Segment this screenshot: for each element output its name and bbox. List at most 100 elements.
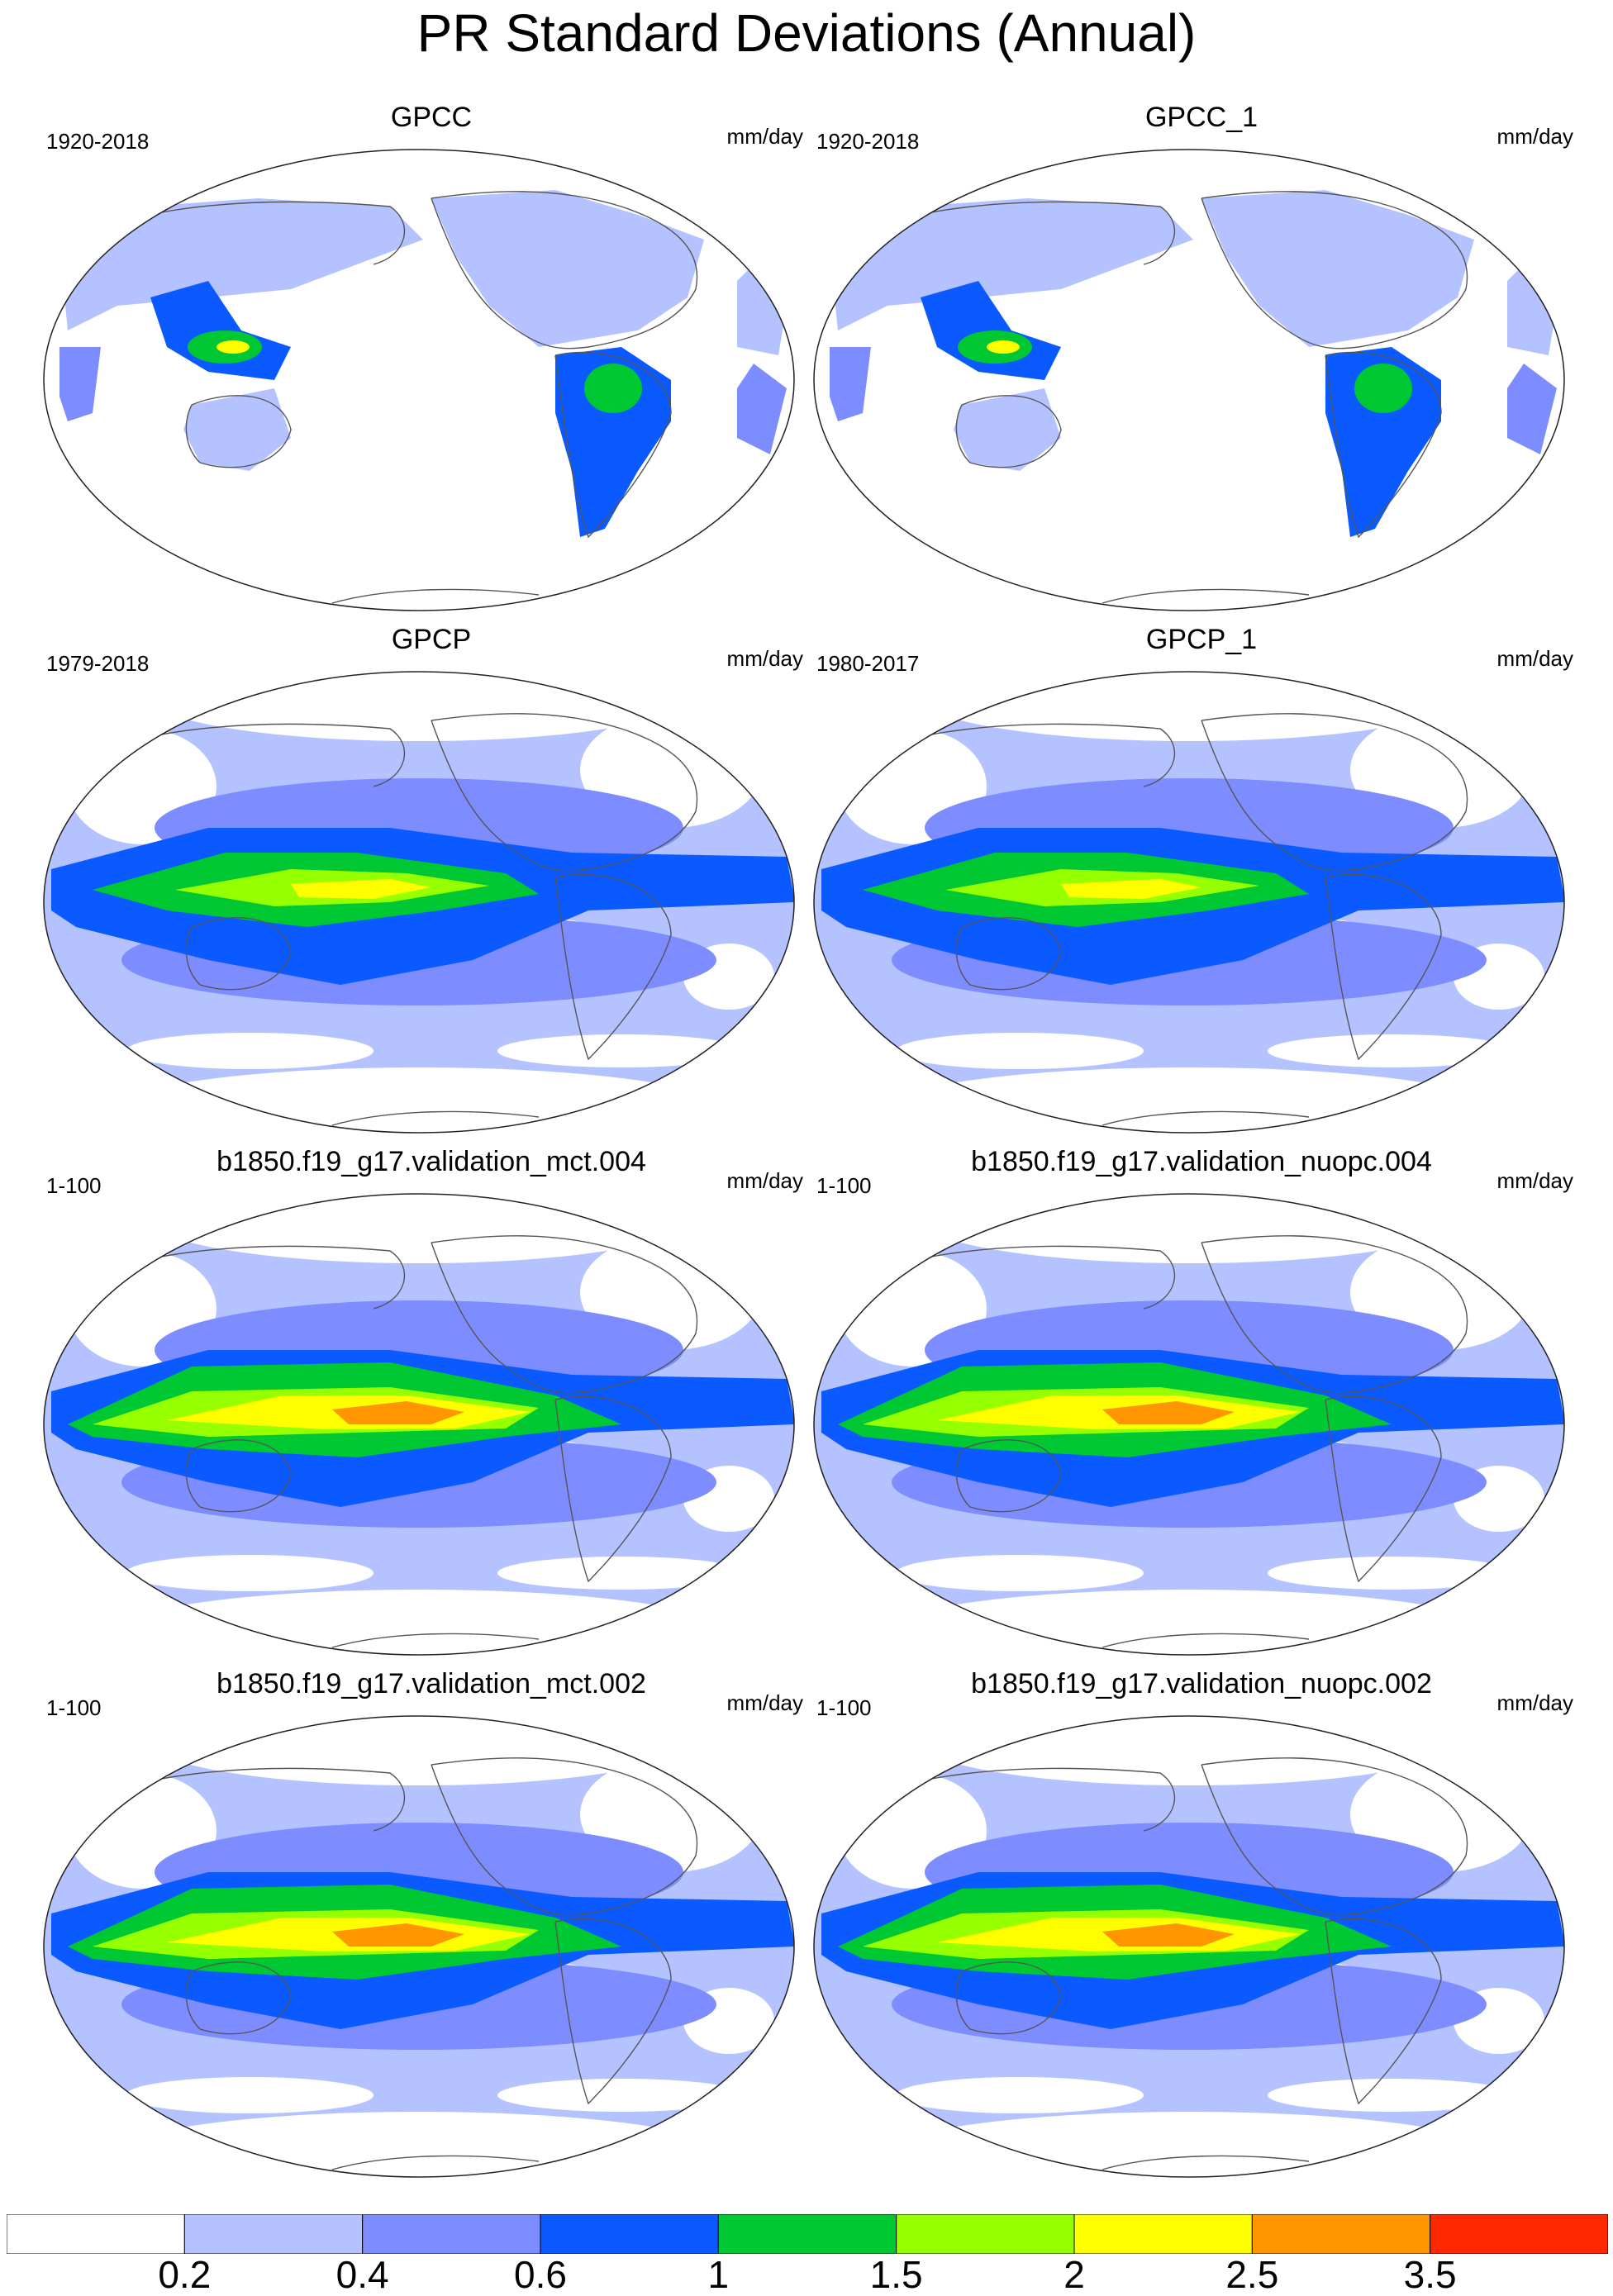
coastline-north-america xyxy=(431,1757,698,1916)
colorbar xyxy=(7,2214,1608,2254)
map-outline xyxy=(43,1715,795,2178)
panel-title: b1850.f19_g17.validation_mct.004 xyxy=(216,1146,646,1177)
map-fill xyxy=(44,1194,794,1655)
map-outline xyxy=(43,149,795,611)
shade-maritime xyxy=(216,340,250,354)
panel-title: GPCP_1 xyxy=(1145,624,1258,655)
shade-southern-ocean xyxy=(896,1555,1144,1591)
panel-title: GPCC xyxy=(390,102,473,133)
coastline-north-america xyxy=(1201,191,1468,349)
panel-years: 1920-2018 xyxy=(816,129,920,154)
shade-southern-ocean xyxy=(126,2077,374,2113)
map-fill xyxy=(44,150,794,611)
shade-africa xyxy=(830,347,871,421)
panel-title: GPCP xyxy=(391,624,472,655)
shade-australia xyxy=(183,388,291,471)
coastline-south-america xyxy=(554,873,672,1061)
coastline-south-america xyxy=(554,351,672,539)
map-panel: GPCC_1 1920-2018 mm/day xyxy=(813,99,1590,611)
panel-years: 1-100 xyxy=(46,1695,102,1720)
shade-southern-ocean xyxy=(497,1557,745,1590)
colorbar-swatch xyxy=(1430,2214,1608,2254)
panel-title: b1850.f19_g17.validation_nuopc.004 xyxy=(971,1146,1432,1177)
map-outline xyxy=(813,671,1565,1134)
coastline-australia xyxy=(955,917,1062,991)
shade-amazon xyxy=(584,364,642,413)
shade-southern-ocean xyxy=(126,1033,374,1069)
coastline-south-america xyxy=(1325,351,1442,539)
coastline-north-america xyxy=(1201,1235,1468,1394)
panel-title: b1850.f19_g17.validation_nuopc.002 xyxy=(971,1668,1432,1699)
map-panel: b1850.f19_g17.validation_mct.004 1-100 mm/… xyxy=(43,1143,820,1656)
map-panel: b1850.f19_g17.validation_nuopc.002 1-100 m… xyxy=(813,1666,1590,2178)
coastline-antarctica xyxy=(1102,2155,1310,2170)
shade-south-america xyxy=(555,347,671,537)
panel-years: 1979-2018 xyxy=(46,651,150,676)
map-projection xyxy=(813,671,1565,1134)
shade-southern-ocean xyxy=(497,1034,745,1067)
panel-title: GPCC_1 xyxy=(1144,102,1259,133)
coastline-antarctica xyxy=(1102,1633,1310,1648)
shade-south-america xyxy=(1325,347,1441,537)
colorbar-swatch xyxy=(7,2214,185,2254)
colorbar-label: 0.2 xyxy=(158,2253,212,2296)
map-projection xyxy=(813,1715,1565,2178)
panel-years: 1-100 xyxy=(46,1173,102,1198)
map-panel: b1850.f19_g17.validation_mct.002 1-100 mm/… xyxy=(43,1666,820,2178)
map-projection xyxy=(43,1715,795,2178)
coastline-north-america xyxy=(431,191,698,349)
colorbar-label: 2 xyxy=(1063,2253,1085,2296)
colorbar-labels: 0.2 0.4 0.6 1 1.5 2 2.5 3.5 xyxy=(7,2254,1608,2294)
shade-north-america xyxy=(431,190,704,347)
colorbar-swatch xyxy=(896,2214,1075,2254)
map-outline xyxy=(43,671,795,1134)
panel-units: mm/day xyxy=(726,1168,803,1193)
map-outline xyxy=(813,1193,1565,1656)
colorbar-label: 0.6 xyxy=(514,2253,567,2296)
coastline-north-america xyxy=(431,713,698,872)
map-panel: GPCC 1920-2018 mm/day xyxy=(43,99,820,611)
coastline-north-america xyxy=(431,1235,698,1394)
colorbar-swatch xyxy=(1251,2214,1431,2254)
map-panel: GPCP_1 1980-2017 mm/day xyxy=(813,621,1590,1134)
map-outline xyxy=(813,149,1565,611)
panel-years: 1-100 xyxy=(816,1173,872,1198)
shade-maritime xyxy=(987,340,1020,354)
shade-southern-ocean xyxy=(1268,1557,1515,1590)
colorbar-swatch xyxy=(183,2214,364,2254)
coastline-australia xyxy=(955,1439,1062,1513)
panel-units: mm/day xyxy=(726,1690,803,1715)
map-projection xyxy=(43,1193,795,1656)
shade-convection xyxy=(291,879,431,899)
colorbar-swatch xyxy=(362,2214,541,2254)
shade-southern-ocean xyxy=(126,1555,374,1591)
panel-units: mm/day xyxy=(1496,124,1573,149)
map-fill xyxy=(44,672,794,1133)
coastline-antarctica xyxy=(331,2155,540,2170)
colorbar-label: 3.5 xyxy=(1403,2253,1457,2296)
coastline-south-america xyxy=(1325,873,1442,1061)
shade-southern-ocean xyxy=(896,2077,1144,2113)
coastline-south-america xyxy=(1325,1395,1442,1583)
coastline-south-america xyxy=(554,1918,672,2105)
shade-australia xyxy=(954,388,1061,471)
coastline-north-america xyxy=(1201,713,1468,872)
colorbar-swatch xyxy=(717,2214,897,2254)
coastline-australia xyxy=(185,395,292,468)
colorbar-swatch xyxy=(1073,2214,1253,2254)
colorbar-label: 0.4 xyxy=(335,2253,389,2296)
shade-southern-ocean xyxy=(896,1033,1144,1069)
map-projection xyxy=(43,149,795,611)
shade-southern-ocean xyxy=(497,2079,745,2112)
coastline-australia xyxy=(185,1961,292,2035)
figure-title: PR Standard Deviations (Annual) xyxy=(416,3,1197,63)
map-fill xyxy=(814,150,1564,611)
map-outline xyxy=(43,1193,795,1656)
map-fill xyxy=(814,672,1564,1133)
coastline-antarctica xyxy=(331,1633,540,1648)
coastline-antarctica xyxy=(331,1110,540,1126)
panel-years: 1-100 xyxy=(816,1695,872,1720)
map-fill xyxy=(814,1194,1564,1655)
shade-convection xyxy=(1061,879,1201,899)
shade-convection xyxy=(332,1923,464,1947)
